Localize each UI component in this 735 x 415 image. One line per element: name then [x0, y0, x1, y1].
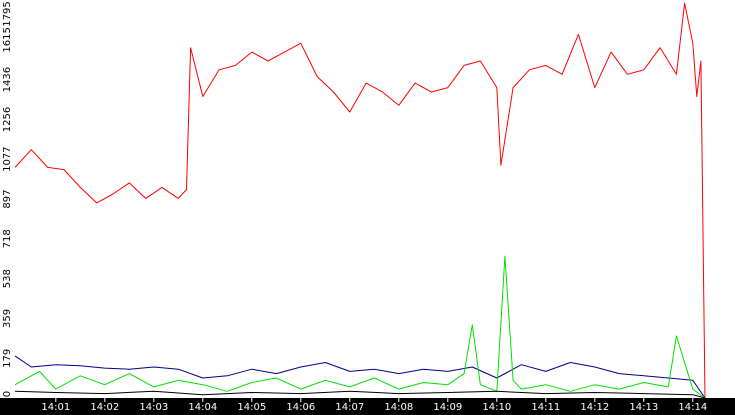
y-tick-label: 1615	[2, 27, 13, 52]
y-tick-label: 359	[2, 309, 13, 328]
series-line	[14, 255, 706, 399]
x-tick-label: 14:07	[335, 402, 364, 413]
x-tick-label: 14:13	[629, 402, 658, 413]
y-tick-label: 1077	[2, 146, 13, 171]
x-axis-ticks: 14:01 14:02 14:03 14:04 14:05 14:06 14:07 14:08…	[41, 398, 707, 413]
x-tick-label: 14:04	[188, 402, 217, 413]
y-tick-label: 538	[2, 269, 13, 288]
y-tick-label: 1436	[2, 67, 13, 92]
x-tick-label: 14:09	[433, 402, 462, 413]
x-tick-label: 14:06	[286, 402, 315, 413]
x-tick-label: 14:11	[531, 402, 560, 413]
series-line	[14, 355, 706, 399]
x-tick-label: 14:03	[139, 402, 168, 413]
x-tick-label: 14:05	[237, 402, 266, 413]
y-tick-label: 718	[2, 229, 13, 248]
x-tick-label: 14:10	[482, 402, 511, 413]
series-line	[14, 2, 706, 399]
y-tick-label: 0	[2, 391, 13, 397]
series-line	[14, 390, 706, 399]
y-tick-label: 179	[2, 349, 13, 368]
x-tick-label: 14:01	[41, 402, 70, 413]
y-tick-label: 897	[2, 190, 13, 209]
series-layer	[14, 2, 706, 399]
y-tick-label: 1795	[2, 1, 13, 26]
x-tick-label: 14:14	[678, 402, 707, 413]
x-tick-label: 14:12	[580, 402, 609, 413]
x-tick-label: 14:08	[384, 402, 413, 413]
y-tick-label: 1256	[2, 107, 13, 132]
x-axis-band	[0, 398, 735, 415]
x-tick-label: 14:02	[90, 402, 119, 413]
